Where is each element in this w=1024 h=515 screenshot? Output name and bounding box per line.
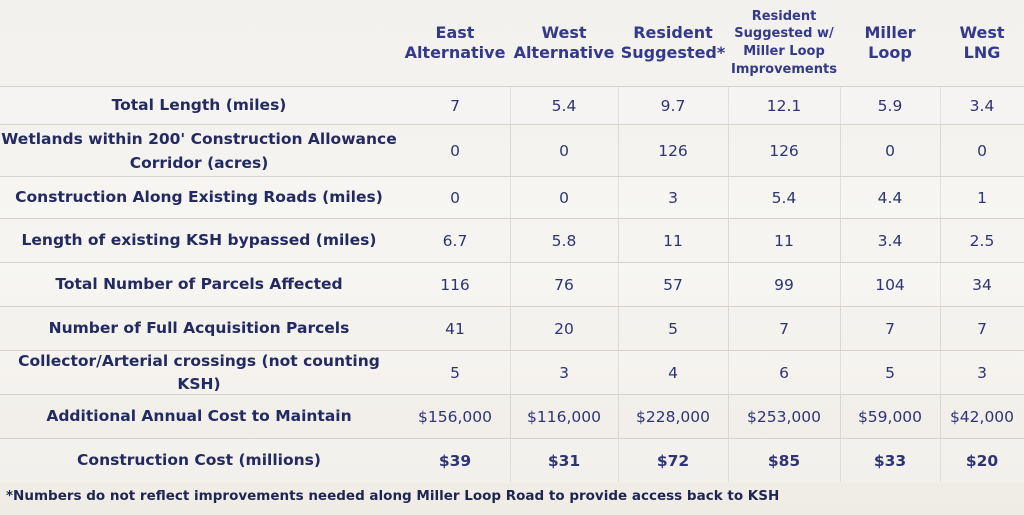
table-cell: 7: [885, 320, 895, 338]
column-header-miller-loop: Miller Loop: [864, 23, 916, 62]
table-cell: 126: [658, 142, 688, 160]
table-row: Number of Full Acquisition Parcels 41 20…: [0, 306, 1024, 351]
table-cell: 76: [554, 276, 574, 294]
column-header-west-alternative: West Alternative: [513, 23, 615, 62]
column-divider: [728, 86, 729, 482]
column-divider: [940, 86, 941, 482]
row-label: Collector/Arterial crossings (not counti…: [18, 351, 380, 393]
table-cell: 3: [977, 364, 987, 382]
table-cell: 0: [977, 142, 987, 160]
row-label: Total Number of Parcels Affected: [55, 275, 343, 294]
table-cell: 9.7: [660, 97, 686, 115]
table-cell: 11: [774, 232, 794, 250]
table-cell: 57: [663, 276, 683, 294]
column-divider: [840, 86, 841, 482]
table-cell: $33: [873, 452, 907, 470]
table-cell: 2.5: [969, 232, 995, 250]
table-row: Wetlands within 200' Construction Allowa…: [0, 124, 1024, 177]
table-cell: 3.4: [877, 232, 903, 250]
column-header-east-alternative: East Alternative: [404, 23, 506, 62]
table-cell: 4: [668, 364, 678, 382]
table-row: Additional Annual Cost to Maintain $156,…: [0, 394, 1024, 439]
column-divider: [510, 86, 511, 482]
table-cell: 1: [977, 189, 987, 207]
table-cell: 5: [450, 364, 460, 382]
table-cell: 12.1: [766, 97, 802, 115]
table-cell: $156,000: [418, 408, 492, 426]
table-cell: 5: [885, 364, 895, 382]
row-label: Additional Annual Cost to Maintain: [46, 407, 352, 426]
table-cell: 7: [450, 97, 460, 115]
table-row: Total Length (miles) 7 5.4 9.7 12.1 5.9 …: [0, 86, 1024, 125]
row-label: Construction Cost (millions): [77, 451, 321, 470]
row-label: Construction Along Existing Roads (miles…: [15, 188, 383, 207]
table-cell: 3.4: [969, 97, 995, 115]
table-cell: $20: [965, 452, 999, 470]
table-cell: 104: [875, 276, 905, 294]
table-cell: $39: [438, 452, 472, 470]
table-cell: 116: [440, 276, 470, 294]
table-cell: $42,000: [949, 408, 1015, 426]
table-cell: 0: [450, 189, 460, 207]
column-header-west-lng: West LNG: [959, 23, 1005, 62]
table-row: Construction Cost (millions) $39 $31 $72…: [0, 438, 1024, 483]
row-label: Number of Full Acquisition Parcels: [48, 319, 350, 338]
table-row: Length of existing KSH bypassed (miles) …: [0, 218, 1024, 263]
table-row: Collector/Arterial crossings (not counti…: [0, 350, 1024, 395]
table-cell: 5.4: [771, 189, 797, 207]
table-cell: $116,000: [527, 408, 601, 426]
column-divider: [618, 86, 619, 482]
table-cell: $59,000: [857, 408, 923, 426]
table-cell: $31: [547, 452, 581, 470]
table-cell: 126: [769, 142, 799, 160]
table-row: Total Number of Parcels Affected 116 76 …: [0, 262, 1024, 307]
footnote: *Numbers do not reflect improvements nee…: [6, 488, 780, 504]
table-cell: 34: [972, 276, 992, 294]
table-cell: 11: [663, 232, 683, 250]
table-cell: 5.8: [551, 232, 577, 250]
table-cell: 6.7: [442, 232, 468, 250]
table-cell: 5.4: [551, 97, 577, 115]
table-cell: $72: [656, 452, 690, 470]
table-cell: 0: [559, 142, 569, 160]
table-cell: 0: [885, 142, 895, 160]
row-label: Total Length (miles): [111, 96, 287, 115]
row-label: Length of existing KSH bypassed (miles): [21, 231, 377, 250]
table-cell: $85: [767, 452, 801, 470]
table-row: Construction Along Existing Roads (miles…: [0, 176, 1024, 219]
row-label: Wetlands within 200' Construction Allowa…: [1, 129, 397, 172]
table-cell: $253,000: [747, 408, 821, 426]
table-cell: 0: [559, 189, 569, 207]
table-cell: 3: [559, 364, 569, 382]
table-cell: 5.9: [877, 97, 903, 115]
table-cell: 7: [779, 320, 789, 338]
table-cell: $228,000: [636, 408, 710, 426]
table-cell: 6: [779, 364, 789, 382]
column-header-resident-suggested: Resident Suggested*: [620, 23, 726, 62]
table-cell: 99: [774, 276, 794, 294]
table-cell: 4.4: [877, 189, 903, 207]
column-header-resident-suggested-miller-loop: Resident Suggested w/ Miller Loop Improv…: [731, 8, 837, 77]
table-cell: 20: [554, 320, 574, 338]
table-cell: 0: [450, 142, 460, 160]
table-cell: 41: [445, 320, 465, 338]
table-header: East Alternative West Alternative Reside…: [0, 0, 1024, 86]
table-cell: 5: [668, 320, 678, 338]
table-cell: 3: [668, 189, 678, 207]
table-cell: 7: [977, 320, 987, 338]
